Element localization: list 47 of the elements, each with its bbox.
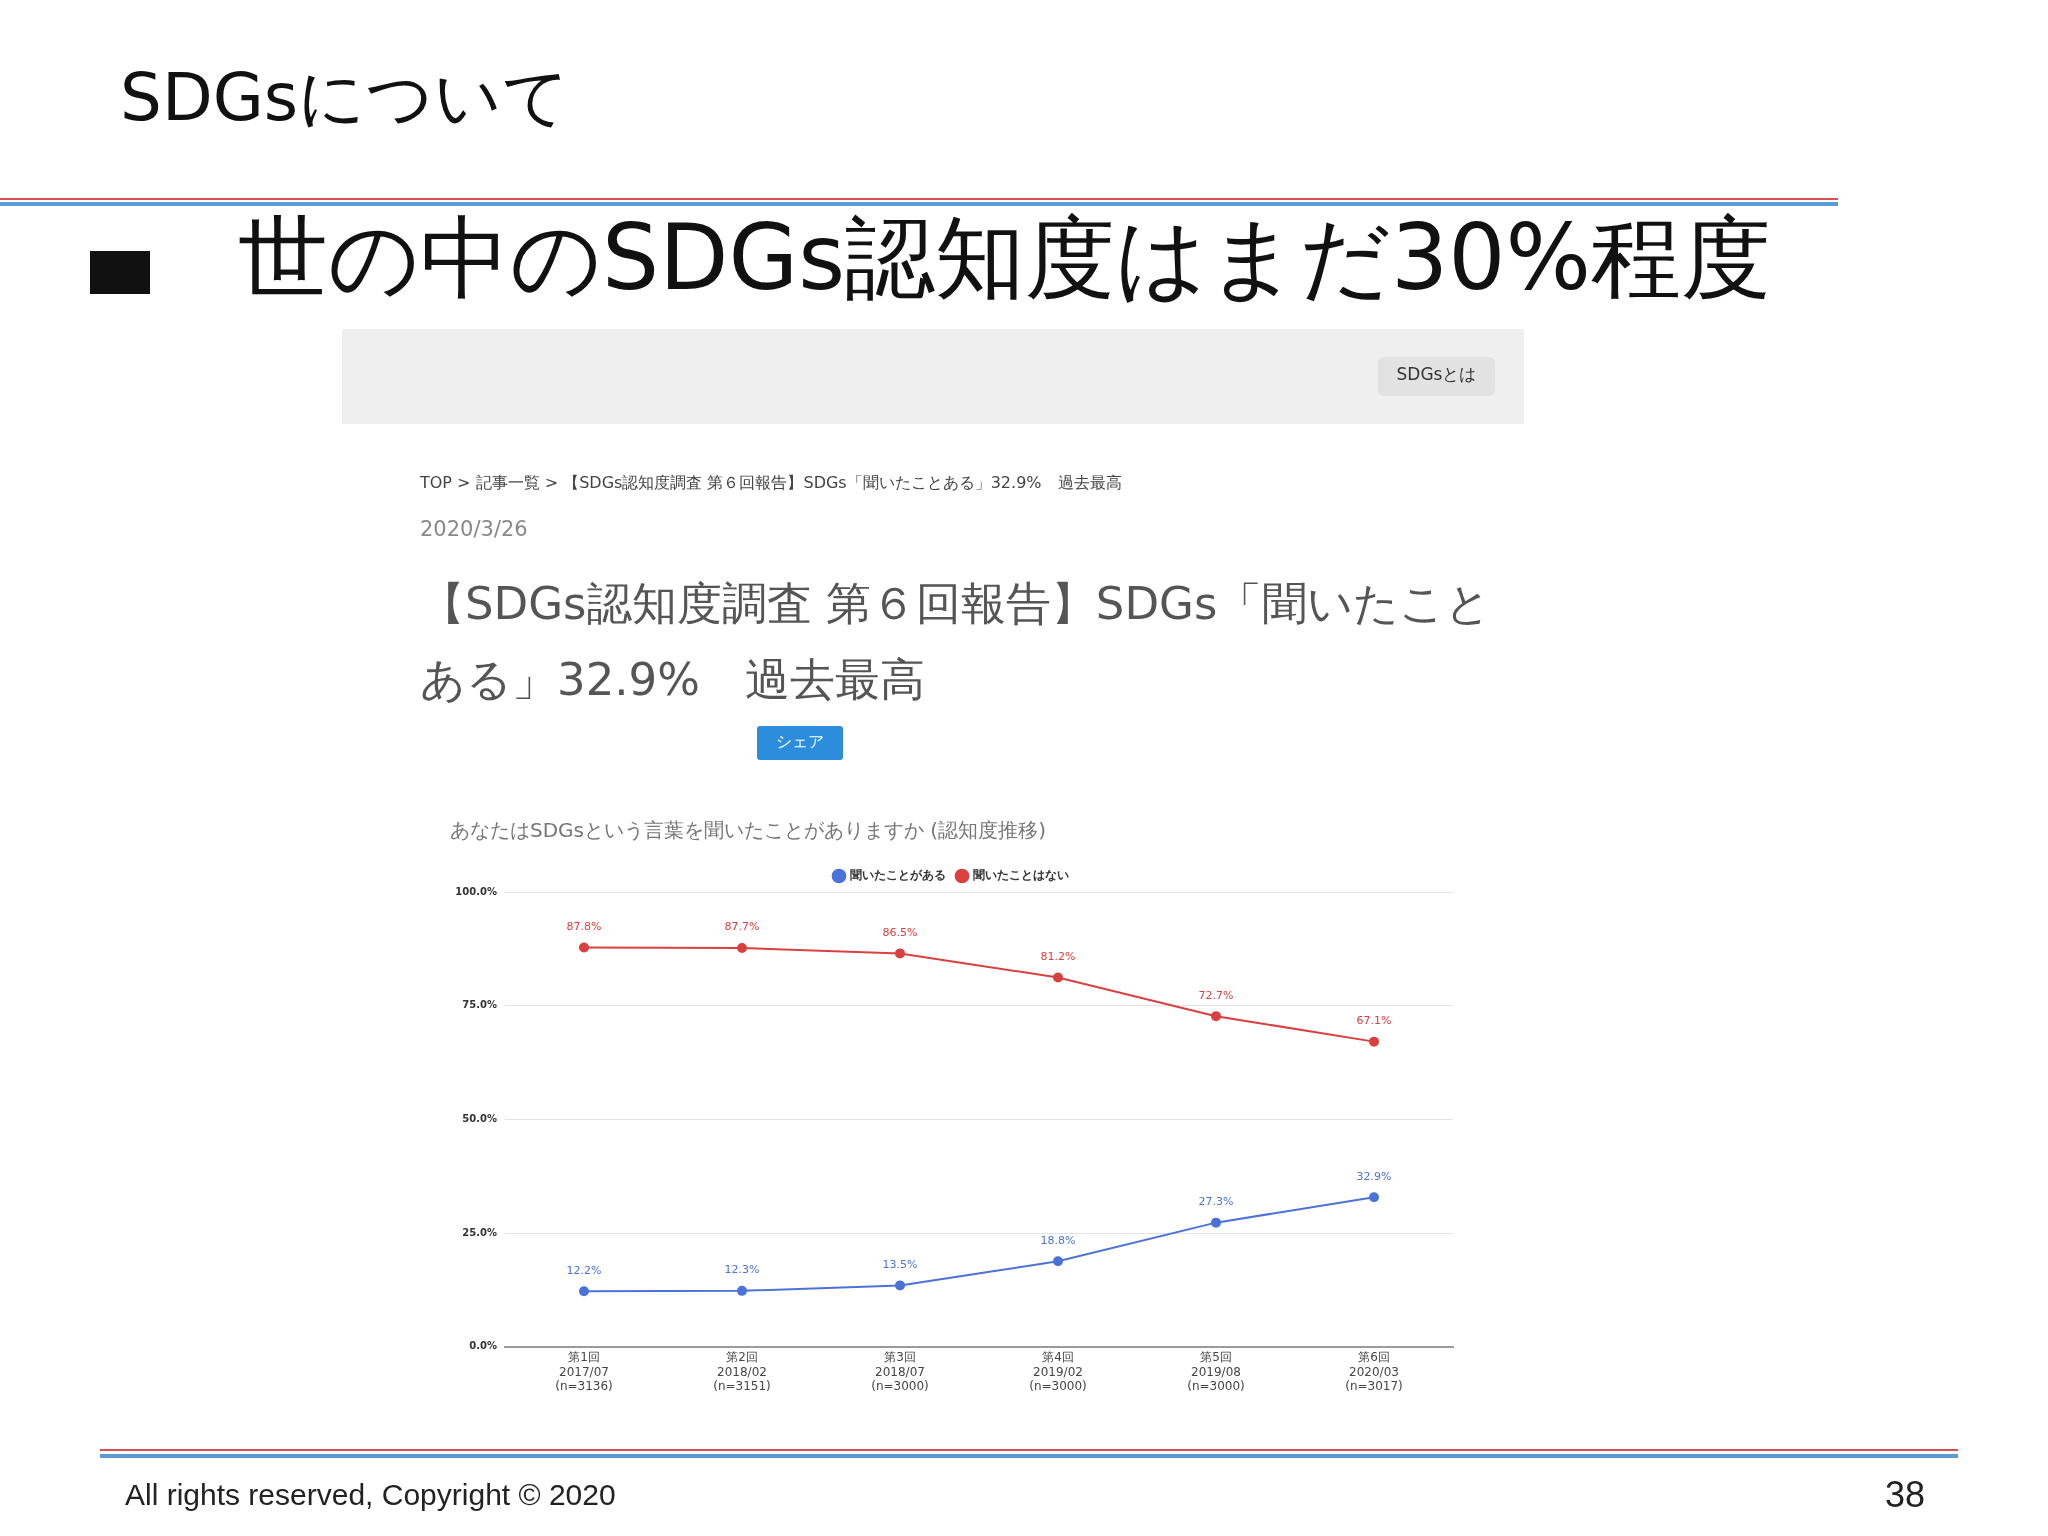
chart-title: あなたはSDGsという言葉を聞いたことがありますか (認知度推移) bbox=[450, 818, 1046, 843]
point bbox=[1211, 1011, 1221, 1022]
point bbox=[1369, 1036, 1379, 1047]
text: 世の中のSDGs認知度はまだ30%程度 bbox=[238, 205, 1772, 310]
text: SDGsについて bbox=[120, 59, 571, 136]
data-label: 67.1% bbox=[1356, 1013, 1392, 1027]
point bbox=[579, 1286, 589, 1297]
legend-label: 聞いたことがある bbox=[849, 868, 946, 883]
text: 【SDGs認知度調査 第６回報告】SDGs「聞いたことある」32.9% 過去最高 bbox=[420, 576, 1493, 708]
point bbox=[737, 942, 747, 953]
point bbox=[1053, 972, 1063, 983]
data-label: 27.3% bbox=[1198, 1195, 1234, 1208]
data-label: 81.2% bbox=[1040, 949, 1076, 963]
data-label: 87.8% bbox=[566, 919, 602, 933]
point bbox=[895, 948, 905, 959]
text: SDGsとは bbox=[1396, 364, 1477, 385]
point bbox=[1053, 1256, 1063, 1267]
data-label: 86.5% bbox=[882, 925, 918, 939]
point bbox=[895, 1280, 905, 1291]
text: シェア bbox=[776, 732, 824, 752]
point bbox=[1211, 1217, 1221, 1228]
point bbox=[1369, 1192, 1379, 1203]
y-tick-label: 50.0% bbox=[462, 1112, 497, 1124]
y-tick-label: 25.0% bbox=[462, 1226, 497, 1238]
data-label: 12.3% bbox=[724, 1263, 760, 1277]
x-tick-label: 第6回 2020/03 (n=3017) bbox=[1345, 1350, 1403, 1393]
text: All rights reserved, Copyright © 2020 bbox=[125, 1478, 616, 1513]
x-tick-label: 第3回 2018/07 (n=3000) bbox=[871, 1350, 929, 1393]
data-label: 18.8% bbox=[1040, 1233, 1076, 1247]
data-label: 12.2% bbox=[566, 1263, 602, 1277]
data-label: 13.5% bbox=[882, 1257, 918, 1271]
point bbox=[737, 1285, 747, 1296]
y-tick-label: 75.0% bbox=[462, 999, 497, 1011]
text: 2020/3/26 bbox=[420, 517, 528, 542]
x-tick-label: 第2回 2018/02 (n=3151) bbox=[713, 1350, 771, 1393]
data-label: 72.7% bbox=[1198, 988, 1234, 1002]
data-label: 87.7% bbox=[724, 920, 760, 934]
x-tick-label: 第4回 2019/02 (n=3000) bbox=[1029, 1350, 1087, 1393]
x-tick-label: 第1回 2017/07 (n=3136) bbox=[555, 1350, 613, 1393]
x-tick-label: 第5回 2019/08 (n=3000) bbox=[1187, 1350, 1245, 1393]
text: TOP > 記事一覧 > 【SDGs認知度調査 第６回報告】SDGs「聞いたことある」32.9% 過去最高 bbox=[420, 473, 1122, 493]
point bbox=[579, 942, 589, 953]
text: 38 bbox=[1885, 1474, 1926, 1516]
legend-label: 聞いたことはない bbox=[972, 868, 1069, 883]
data-label: 32.9% bbox=[1356, 1169, 1392, 1183]
y-tick-label: 100.0% bbox=[455, 885, 497, 897]
y-tick-label: 0.0% bbox=[469, 1340, 497, 1352]
